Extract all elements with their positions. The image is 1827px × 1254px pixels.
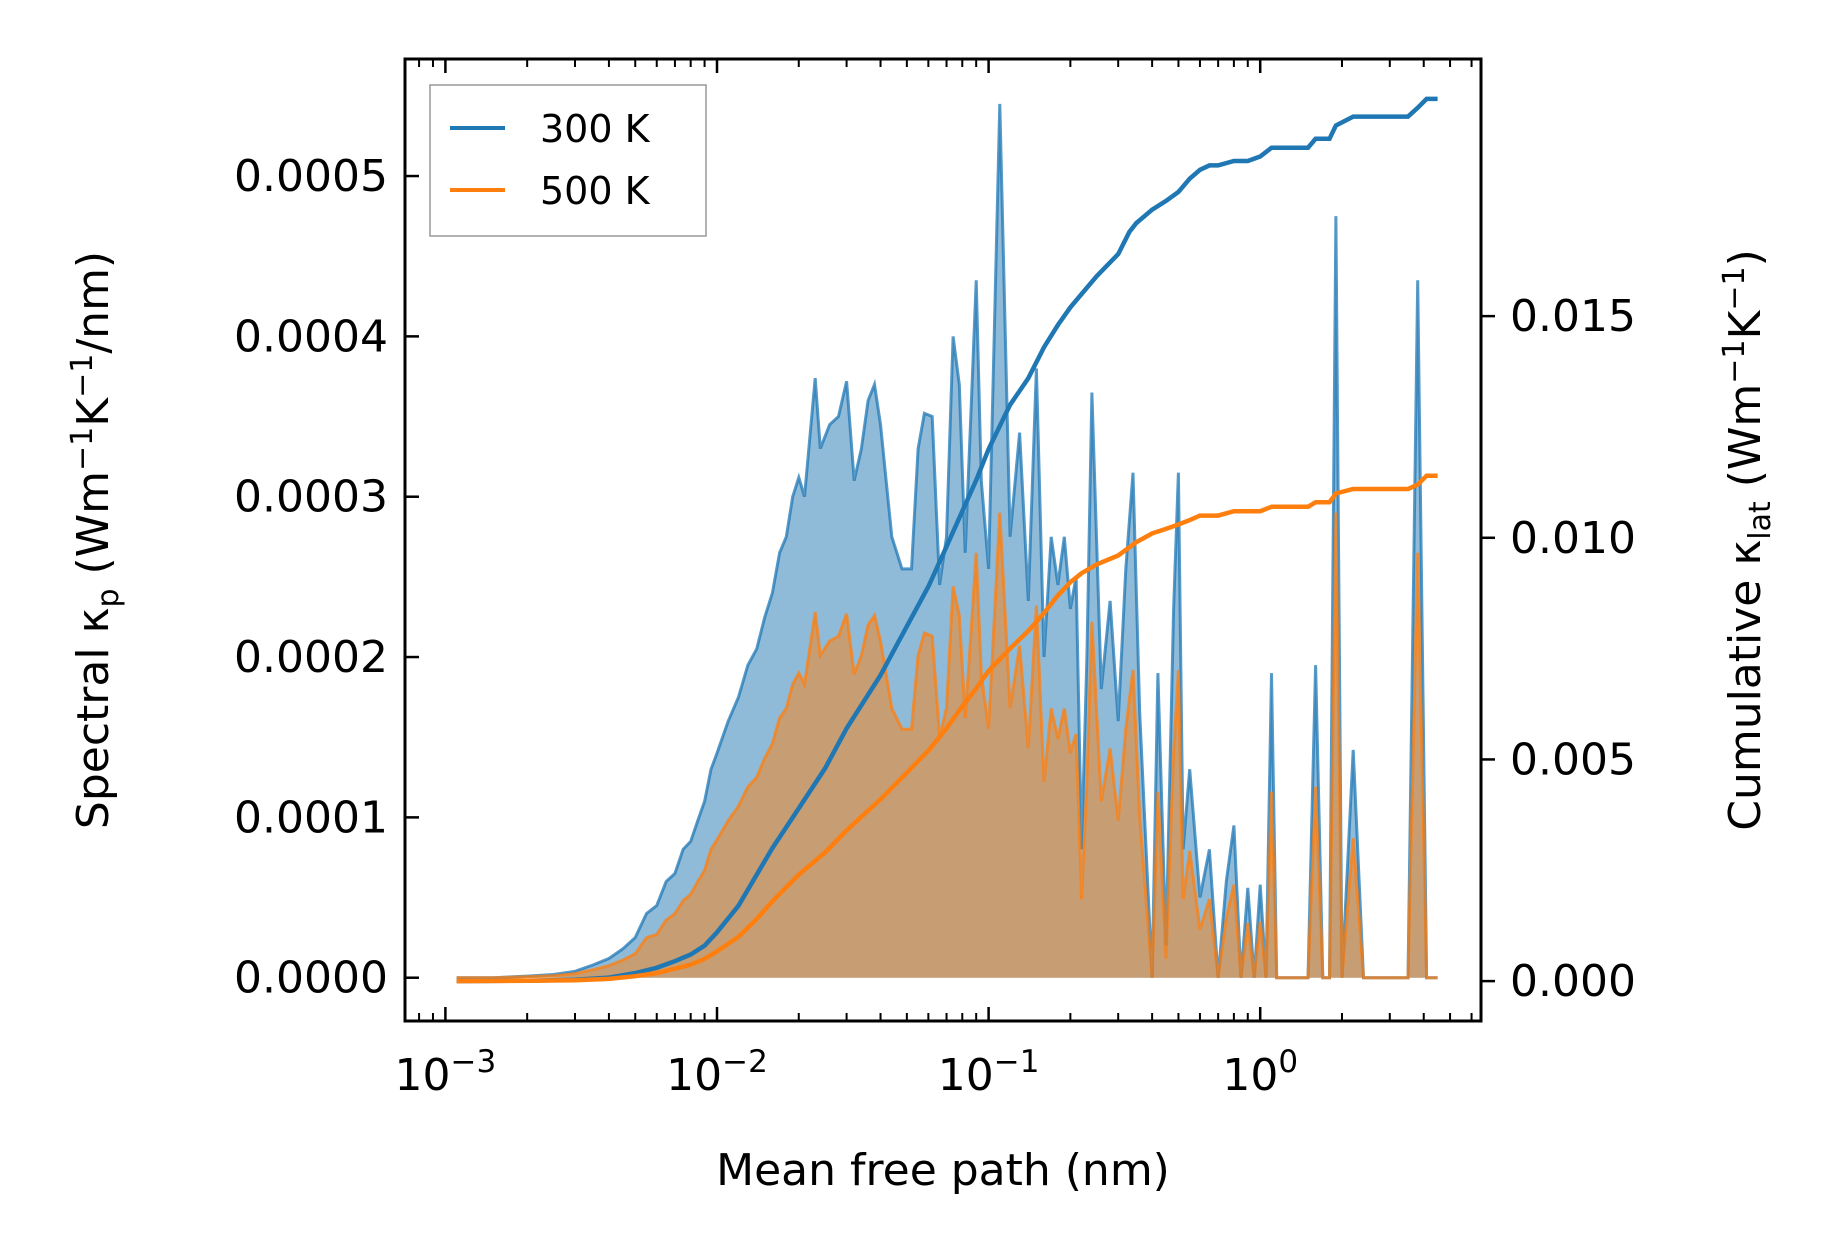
cumulative-line-layer (456, 96, 1438, 984)
x-tick-label: 10−3 (395, 1044, 497, 1101)
left-y-title-sub: p (91, 588, 126, 607)
spectral-line-layer (456, 103, 1438, 980)
right-y-title-base: Cumulative κ (1720, 540, 1771, 831)
cumulative-line-500k (456, 473, 1438, 984)
right-y-tick-label: 0.000 (1510, 956, 1636, 1007)
right-y-axis-ticks: 0.000 0.005 0.010 0.015 (1481, 291, 1636, 1007)
left-y-title-sup1: −1 (65, 427, 100, 471)
right-y-title-sub: lat (1743, 501, 1778, 540)
right-y-title-units-pre: (Wm (1720, 384, 1771, 502)
legend-label-300k: 300 K (540, 107, 651, 151)
legend-box (429, 84, 707, 237)
legend: 300 K 500 K (429, 84, 707, 237)
left-y-tick-label: 0.0003 (234, 472, 388, 523)
x-axis-title: Mean free path (nm) (716, 1145, 1170, 1196)
left-y-axis-title: Spectral κp (Wm−1K−1/nm) (65, 251, 126, 829)
left-y-tick-label: 0.0001 (234, 792, 388, 843)
x-tick-label: 10−2 (666, 1044, 768, 1101)
left-y-title-sup2: −1 (65, 354, 100, 398)
left-y-tick-label: 0.0002 (234, 632, 388, 683)
left-y-tick-label: 0.0000 (234, 953, 388, 1004)
spectral-line-500k (456, 512, 1438, 980)
left-y-title-units-mid: K (68, 397, 119, 427)
legend-label-500k: 500 K (540, 169, 651, 213)
left-y-tick-label: 0.0004 (234, 311, 388, 362)
x-tick-label: 10−1 (938, 1044, 1040, 1101)
left-y-axis-ticks: 0.0000 0.0001 0.0002 0.0003 0.0004 0.0005 (234, 151, 419, 1004)
plot-frame (403, 57, 1483, 1023)
right-y-axis-title: Cumulative κlat (Wm−1K−1) (1717, 249, 1778, 831)
right-y-tick-label: 0.010 (1510, 513, 1636, 564)
cumulative-line-300k (456, 96, 1438, 984)
right-y-title-units-mid: K (1720, 309, 1771, 339)
right-y-tick-label: 0.005 (1510, 734, 1636, 785)
x-tick-label: 100 (1222, 1044, 1298, 1101)
right-y-title-sup2: −1 (1717, 266, 1752, 310)
left-y-title-units-post: /nm) (68, 251, 119, 354)
right-y-title-sup1: −1 (1717, 339, 1752, 383)
spectral-fill-500k (456, 512, 1438, 978)
right-y-title-units-post: ) (1720, 249, 1771, 266)
x-axis-minor-ticks (418, 59, 1473, 1021)
left-y-tick-label: 0.0005 (234, 151, 388, 202)
left-y-title-base: Spectral κ (68, 608, 119, 830)
right-y-tick-label: 0.015 (1510, 291, 1636, 342)
left-y-title-units-pre: (Wm (68, 471, 119, 589)
x-axis-ticks: 10−3 10−2 10−1 100 (395, 59, 1298, 1101)
